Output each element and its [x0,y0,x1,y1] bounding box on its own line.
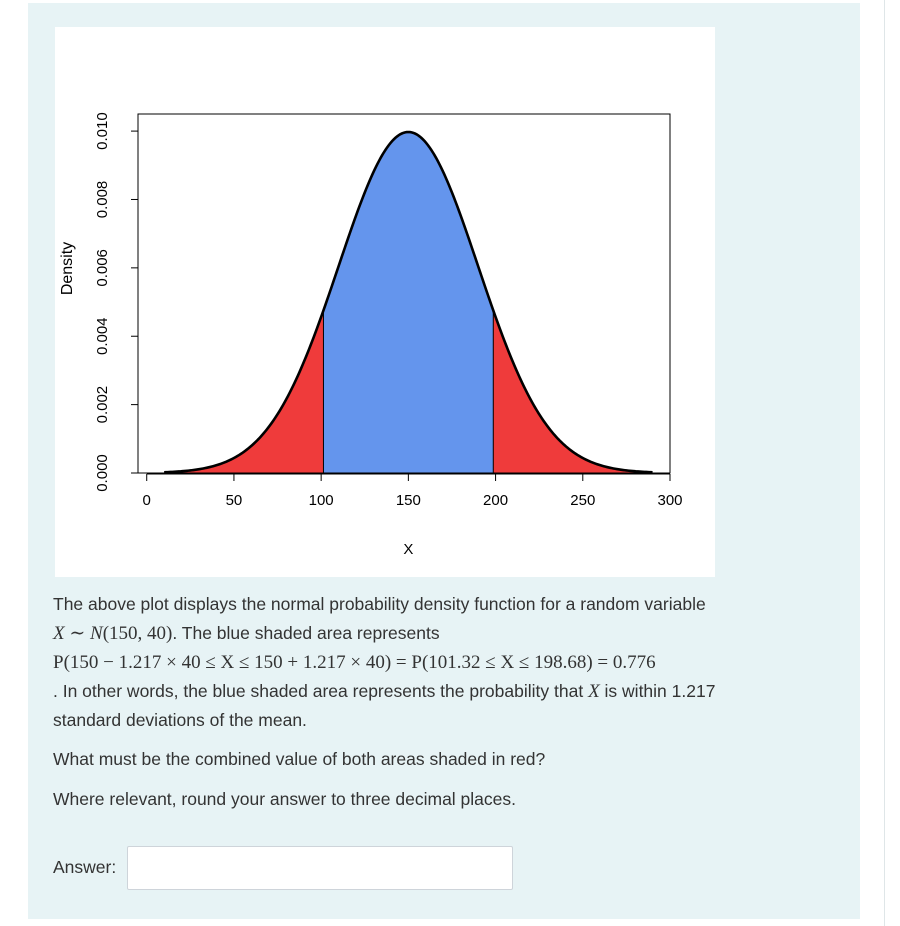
y-tick-label: 0.004 [94,317,111,355]
distributed-as-symbol: ∼ [69,623,86,644]
x-axis: 0 50 100 150 200 250 300 [143,473,683,509]
question-line-5: standard deviations of the mean. [53,710,307,730]
answer-input[interactable] [127,846,513,890]
x-tick-label: 50 [226,492,243,509]
question-prompt: What must be the combined value of both … [53,749,546,769]
question-line-1: The above plot displays the normal proba… [53,594,706,614]
density-chart: 0 50 100 150 200 250 300 0.0000.0020.0040.0060… [59,112,683,558]
chart-figure: 0 50 100 150 200 250 300 0.000 0.002 0.004 0.006 0… [55,27,715,577]
page-divider [884,0,885,926]
x-axis-label: X [403,541,413,558]
question-line-2: X ∼ N(150, 40). The blue shaded area rep… [53,619,873,648]
y-tick-label: 0.000 [94,454,111,492]
random-variable: X [53,623,65,644]
y-tick-label: 0.002 [94,386,111,424]
shaded-region-3 [493,310,653,473]
y-tick-label: 0.008 [94,181,111,219]
line4-variable: X [588,681,600,702]
question-line-2-suffix: . The blue shaded area represents [172,623,440,643]
density-curve [164,130,653,474]
x-tick-label: 300 [657,492,682,509]
rounding-note: Where relevant, round your answer to thr… [53,789,517,809]
probability-expression: P(150 − 1.217 × 40 ≤ X ≤ 150 + 1.217 × 4… [53,652,656,673]
line4-suffix: is within 1.217 [604,681,716,701]
normal-symbol: N [90,623,103,644]
question-line-4: . In other words, the blue shaded area r… [53,677,873,706]
x-tick-label: 0 [143,492,151,509]
y-axis: 0.000 0.002 0.004 0.006 0.008 0.010 [94,112,139,492]
shaded-region-1 [164,310,324,473]
question-text: The above plot displays the normal proba… [53,590,873,814]
x-tick-label: 250 [570,492,595,509]
shaded-region-2 [323,132,494,473]
line4-prefix: . In other words, the blue shaded area r… [53,681,584,701]
answer-label: Answer: [53,857,117,877]
y-tick-label: 0.010 [94,112,111,150]
x-tick-label: 150 [396,492,421,509]
y-axis-label: Density [59,242,76,295]
x-tick-label: 100 [309,492,334,509]
distribution-params: (150, 40) [102,623,173,644]
x-tick-label: 200 [483,492,508,509]
y-tick-label: 0.006 [94,249,111,287]
